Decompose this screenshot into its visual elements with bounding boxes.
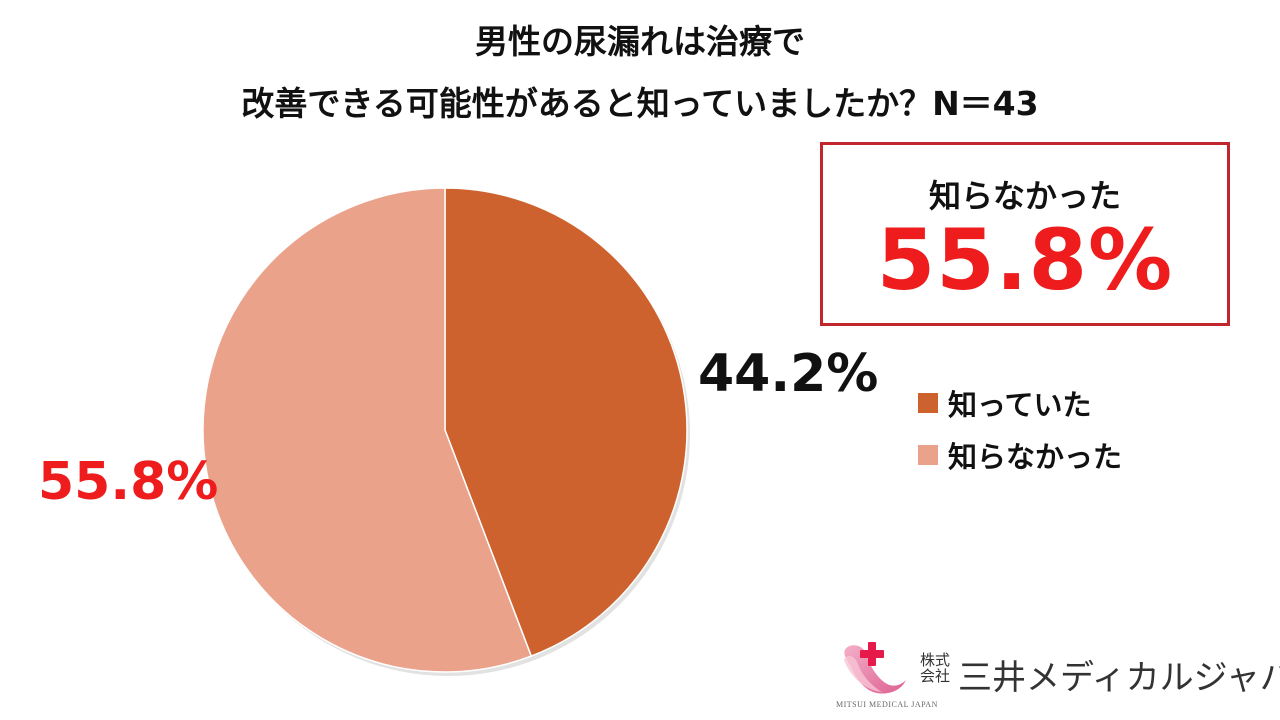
heart-cross-logo-icon — [844, 642, 906, 694]
pie-slice-known — [444, 187, 688, 658]
logo-name: 三井メディカルジャパン — [958, 658, 1280, 698]
pie-chart — [202, 187, 690, 676]
callout-value: 55.8% — [876, 211, 1174, 309]
chart-title-line-2: 改善できる可能性があると知っていましたか？N＝43 — [241, 84, 1039, 123]
chart-title-line-1: 男性の尿漏れは治療で — [475, 22, 805, 61]
callout-label: 知らなかった — [928, 177, 1121, 215]
highlight-callout: 知らなかった 55.8% — [820, 142, 1230, 326]
legend-swatch-known — [918, 393, 938, 413]
logo-subtitle: MITSUI MEDICAL JAPAN — [836, 700, 938, 709]
logo-prefix: 株式会社 — [920, 651, 951, 685]
data-label-known: 44.2% — [698, 344, 879, 404]
legend-label-known: 知っていた — [948, 388, 1092, 422]
legend-item-known: 知っていた — [918, 384, 1122, 422]
pie-slice-unknown — [202, 187, 533, 673]
legend-swatch-unknown — [918, 445, 938, 465]
data-label-unknown: 55.8% — [38, 452, 219, 512]
company-logo: MITSUI MEDICAL JAPAN 株式会社 三井メディカルジャパン — [832, 636, 1280, 716]
legend-label-unknown: 知らなかった — [948, 440, 1123, 474]
legend: 知っていた 知らなかった — [918, 384, 1122, 488]
legend-item-unknown: 知らなかった — [918, 436, 1122, 474]
